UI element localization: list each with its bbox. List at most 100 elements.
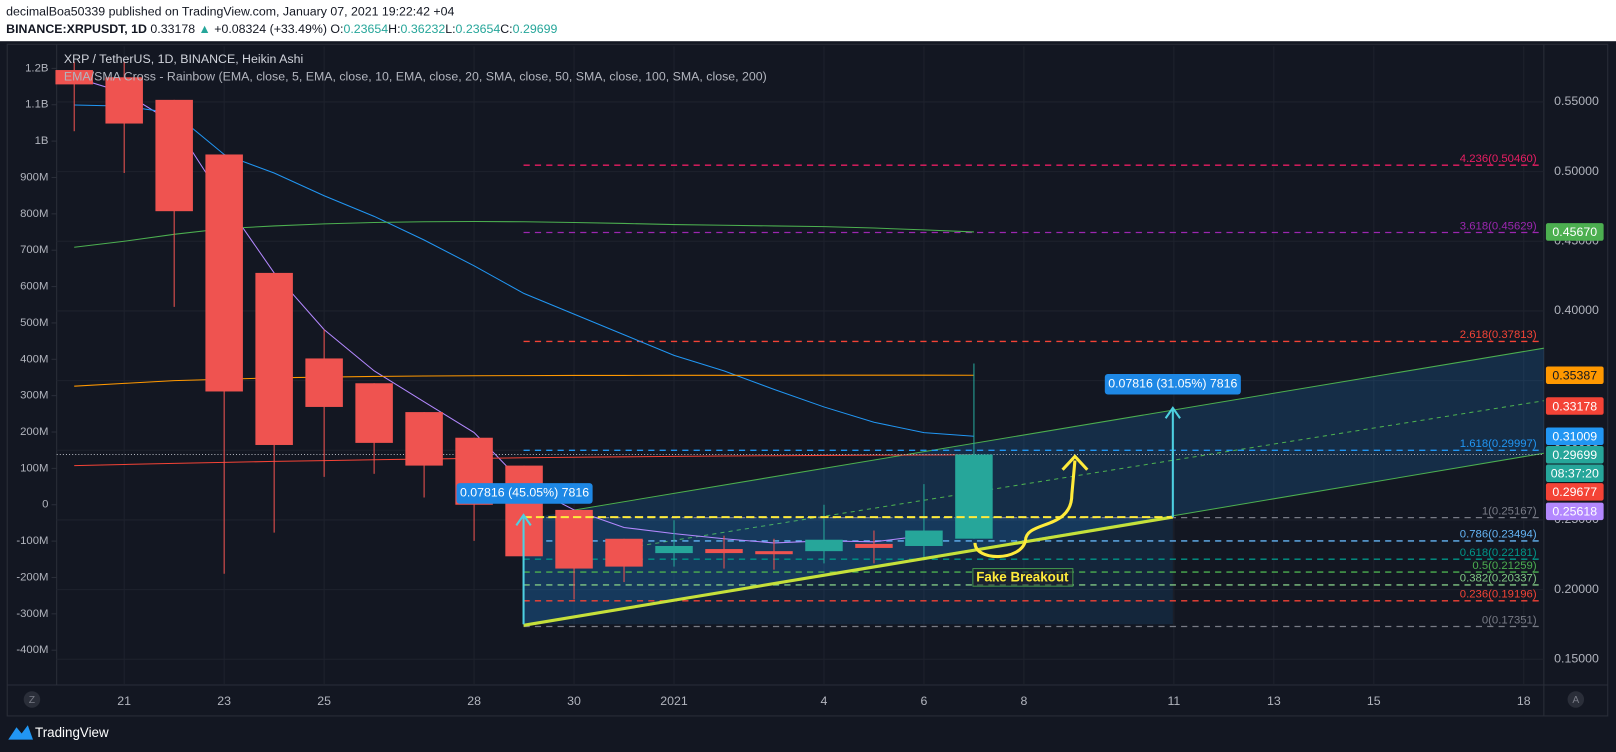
fib-label: 0.236(0.19196) [1460,589,1537,601]
measure-label-box [1104,373,1241,395]
fib-label: 2.618(0.37813) [1460,329,1537,341]
x-tick-label: 28 [467,694,481,708]
legend-indicator: EMA/SMA Cross - Rainbow (EMA, close, 5, … [64,70,767,84]
y2-tick-label: 400M [20,353,48,365]
x-tick-label: 21 [117,694,131,708]
moving-average [74,104,974,437]
candle-body [55,70,93,85]
price-tag [1545,366,1604,384]
auto-button-label[interactable]: A [1572,695,1579,706]
fib-label: 1.618(0.29997) [1460,438,1537,450]
ohlc-value: 0.23654 [343,22,388,36]
measure-label: 0.07816 (31.05%) 7816 [1108,377,1237,391]
x-tick-label: 6 [921,694,928,708]
price-tag [1545,397,1604,415]
price-tag-label: 0.31009 [1552,430,1597,444]
candle-body [705,549,743,554]
price-tag-label: 0.35387 [1552,369,1597,383]
x-tick-label: 18 [1517,694,1531,708]
price-tag [1545,223,1604,241]
y2-tick-label: 1.1B [25,99,48,111]
candle-body [305,358,343,407]
y2-tick-label: 900M [20,171,48,183]
fib-label: 0(0.17351) [1482,614,1537,626]
candle-body [955,454,993,539]
breakout-path [973,460,1077,559]
symbol-line: BINANCE:XRPUSDT, 1D 0.33178 ▲ +0.08324 (… [6,22,557,36]
x-tick-label: 13 [1267,694,1281,708]
x-tick-label: 30 [567,694,581,708]
x-tick-label: 25 [317,694,331,708]
y2-tick-label: 1.2B [25,62,48,74]
change: +0.08324 (+33.49%) [214,22,327,36]
ohlc-value: 0.36232 [401,22,446,36]
price-tag-label: 0.33178 [1552,399,1597,413]
ohlc-value: 0.23654 [456,22,501,36]
ohlc-label: O: [330,22,343,36]
symbol: BINANCE:XRPUSDT, 1D [6,22,147,36]
countdown: 08:37:20 [1551,467,1599,481]
header-background [0,0,1616,42]
x-tick-label: 2021 [660,694,688,708]
x-tick-label: 15 [1367,694,1381,708]
plot: 4.236(0.50460) 3.618(0.45629) 2.618(0.3781… [55,61,1544,628]
legend-title: XRP / TetherUS, 1D, BINANCE, Heikin Ashi [64,52,303,66]
scale-button[interactable] [23,691,41,708]
candle-body [405,412,443,466]
y2-tick-label: -300M [16,608,48,620]
price-tag [1545,483,1604,501]
y2-tick-label: 500M [20,317,48,329]
channel-fill [523,348,1544,626]
price-tag-label: 0.29699 [1552,448,1597,462]
fib-label: 0.5(0.21259) [1472,560,1536,572]
y2-tick-label: 0 [42,499,48,511]
fake-breakout-label: Fake Breakout [976,569,1069,584]
ohlc-value: 0.29699 [513,22,558,36]
scale-button-label[interactable]: Z [29,695,35,706]
x-tick-label: 23 [217,694,231,708]
candle-body [105,77,143,124]
candle-body [755,551,793,555]
y2-tick-label: 700M [20,244,48,256]
brand-logo [8,725,33,740]
candle-body [205,154,243,392]
price-tag [1545,445,1604,464]
last-price: 0.33178 [150,22,195,36]
x-tick-label: 11 [1167,694,1180,708]
y2-tick-label: 300M [20,390,48,402]
ohlc-label: L: [445,22,455,36]
y2-tick-label: 1B [35,135,49,147]
arrow-head [1164,406,1181,419]
y2-tick-label: -100M [16,535,48,547]
arrow-head [515,513,532,526]
fib-label: 4.236(0.50460) [1460,153,1537,165]
ohlc-label: H: [388,22,400,36]
fib-label: 0.618(0.22181) [1460,547,1537,559]
candle-body [655,545,693,554]
price-tag [1545,427,1604,445]
y-tick-label: 0.50000 [1554,164,1599,178]
change-arrow: ▲ [199,22,211,36]
x-tick-label: 4 [821,694,828,708]
candle-body [555,509,593,569]
y-tick-label: 0.55000 [1554,94,1599,108]
candle-body [155,99,193,212]
y2-tick-label: -200M [16,571,48,583]
price-tag-label: 0.45670 [1552,225,1597,239]
measure-label-box [456,483,593,504]
auto-button[interactable] [1567,691,1585,708]
candle-body [855,543,893,548]
trendline [523,515,1174,627]
y2-tick-label: -400M [16,644,48,656]
candle-body [355,383,393,443]
y2-tick-label: 600M [20,281,48,293]
y-tick-label: 0.40000 [1554,303,1599,317]
y-tick-label: 0.20000 [1554,582,1599,596]
y2-tick-label: 800M [20,208,48,220]
brand: TradingView [35,725,109,740]
measure-label: 0.07816 (45.05%) 7816 [460,486,589,500]
ohlc-label: C: [500,22,512,36]
candle-body [905,530,943,546]
price-tag-label: 0.25618 [1552,505,1597,519]
